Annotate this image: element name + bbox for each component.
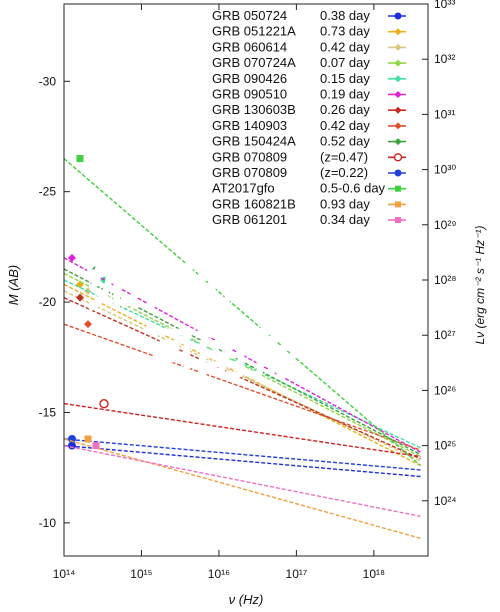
series-line bbox=[63, 444, 421, 517]
y-tick-label-left: -10 bbox=[39, 516, 57, 530]
legend-entry-value: 0.42 day bbox=[320, 118, 370, 133]
series-line bbox=[63, 268, 421, 456]
legend-entry-name: GRB 070809 bbox=[212, 149, 287, 164]
y-axis-label-right: Lν (erg cm⁻² s⁻¹ Hz⁻¹) bbox=[473, 225, 487, 344]
series-line bbox=[63, 438, 421, 539]
legend-entry-name: GRB 070809 bbox=[212, 165, 287, 180]
overlay-subtitle: 河南豫 bbox=[141, 322, 303, 385]
legend-entry-value: 0.07 day bbox=[320, 55, 370, 70]
legend-entry-value: 0.93 day bbox=[320, 196, 370, 211]
legend-entry-value: 0.19 day bbox=[320, 87, 370, 102]
legend: GRB 050724 0.38 day GRB 051221A 0.73 day GRB… bbox=[212, 8, 406, 227]
data-point bbox=[76, 293, 84, 302]
legend-marker bbox=[394, 43, 402, 51]
legend-entry-name: GRB 130603B bbox=[212, 102, 296, 117]
y-tick-label-right: 10²⁶ bbox=[434, 383, 456, 397]
y-tick-label-right: 10²⁷ bbox=[434, 328, 456, 342]
data-point bbox=[68, 253, 76, 262]
data-point bbox=[92, 269, 100, 278]
y-tick-label-right: 10³⁰ bbox=[434, 163, 456, 177]
legend-entry-value: 0.38 day bbox=[320, 8, 370, 23]
series-line bbox=[63, 272, 421, 458]
y-tick-label-right: 10³² bbox=[434, 52, 455, 66]
legend-marker bbox=[394, 122, 402, 130]
data-point bbox=[84, 320, 92, 329]
x-tick-label: 10¹⁵ bbox=[130, 567, 152, 581]
legend-marker bbox=[394, 106, 402, 114]
legend-marker bbox=[394, 12, 402, 20]
legend-marker bbox=[394, 169, 402, 177]
legend-marker bbox=[394, 91, 402, 98]
legend-entry-value: 0.52 day bbox=[320, 134, 370, 149]
legend-entry-value: 0.73 day bbox=[320, 24, 370, 39]
legend-entry-name: GRB 070724A bbox=[212, 55, 296, 70]
x-axis-label: ν (Hz) bbox=[229, 592, 264, 607]
series-line bbox=[63, 402, 421, 458]
data-point bbox=[92, 264, 100, 273]
y-tick-label-right: 10²⁸ bbox=[434, 273, 456, 287]
data-point bbox=[76, 155, 84, 163]
x-tick-label: 10¹⁶ bbox=[208, 567, 230, 581]
x-tick-label: 10¹⁴ bbox=[53, 567, 76, 581]
legend-entry-name: GRB 061201 bbox=[212, 212, 287, 227]
legend-marker bbox=[394, 75, 402, 83]
series-line bbox=[63, 297, 421, 460]
legend-marker bbox=[395, 217, 401, 224]
y-tick-label-left: -20 bbox=[39, 295, 57, 309]
y-tick-label-left: -25 bbox=[39, 185, 57, 199]
legend-entry-name: GRB 051221A bbox=[212, 24, 296, 39]
plot-area bbox=[63, 155, 421, 539]
series-line bbox=[63, 323, 421, 451]
legend-entry-name: GRB 160821B bbox=[212, 196, 296, 211]
legend-entry-name: GRB 140903 bbox=[212, 118, 287, 133]
data-point bbox=[92, 442, 100, 450]
legend-entry-name: GRB 090510 bbox=[212, 87, 287, 102]
y-tick-label-right: 10³¹ bbox=[434, 107, 455, 121]
legend-entry-value: (z=0.22) bbox=[320, 165, 368, 180]
data-point bbox=[68, 441, 76, 450]
y-tick-label-left: -30 bbox=[39, 74, 57, 88]
y-tick-label-right: 10²⁴ bbox=[434, 494, 457, 508]
legend-marker bbox=[395, 185, 401, 192]
legend-entry-value: (z=0.47) bbox=[320, 149, 368, 164]
data-point bbox=[84, 435, 92, 443]
series-line bbox=[63, 257, 421, 453]
legend-entry-name: GRB 060614 bbox=[212, 39, 287, 54]
legend-entry-name: GRB 050724 bbox=[212, 8, 287, 23]
legend-entry-name: GRB 090426 bbox=[212, 71, 287, 86]
legend-entry-value: 0.34 day bbox=[320, 212, 370, 227]
legend-entry-name: GRB 150424A bbox=[212, 134, 296, 149]
legend-entry-value: 0.26 day bbox=[320, 102, 370, 117]
y-axis-label-left: M (AB) bbox=[6, 265, 21, 305]
series-line bbox=[63, 283, 421, 467]
data-point bbox=[99, 398, 109, 409]
legend-marker bbox=[394, 28, 402, 36]
legend-marker bbox=[394, 138, 402, 146]
legend-entry-value: 0.5-0.6 day bbox=[320, 181, 386, 196]
legend-marker bbox=[394, 59, 402, 67]
y-tick-label-right: 10²⁵ bbox=[434, 439, 456, 453]
x-tick-label: 10¹⁸ bbox=[363, 567, 385, 581]
x-tick-label: 10¹⁷ bbox=[286, 567, 308, 581]
axes: 10¹⁴ 10¹⁵ 10¹⁶ 10¹⁷ 10¹⁸ -10 -15 -20 -25 -30 10²⁴ 1… bbox=[39, 0, 457, 581]
legend-marker bbox=[393, 153, 403, 162]
y-tick-label-right: 10²⁹ bbox=[434, 218, 456, 232]
series-line bbox=[63, 158, 421, 467]
legend-entry-name: AT2017gfo bbox=[212, 181, 275, 196]
overlay-title: 如何欣赏豫剧 bbox=[86, 255, 410, 318]
y-tick-label-right: 10³³ bbox=[434, 0, 455, 11]
y-tick-label-left: -15 bbox=[39, 405, 57, 419]
legend-entry-value: 0.42 day bbox=[320, 39, 370, 54]
legend-marker bbox=[395, 201, 401, 208]
legend-entry-value: 0.15 day bbox=[320, 71, 370, 86]
